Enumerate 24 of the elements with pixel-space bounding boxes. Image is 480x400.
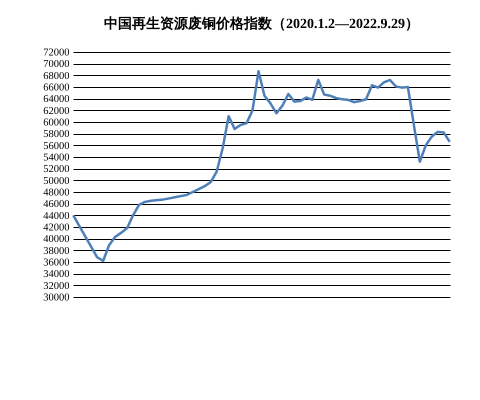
y-tick-label: 48000 (43, 188, 70, 198)
y-tick-label: 58000 (43, 129, 70, 140)
y-tick-label: 36000 (43, 258, 70, 268)
y-tick-label: 50000 (43, 176, 70, 187)
y-tick-label: 30000 (43, 292, 70, 304)
y-tick-label: 52000 (43, 164, 70, 176)
y-tick-label: 54000 (43, 152, 70, 164)
y-tick-label: 72000 (43, 48, 70, 58)
y-tick-label: 32000 (43, 280, 70, 292)
y-tick-label: 46000 (43, 199, 70, 210)
chart-title: 中国再生资源废铜价格指数（2020.1.2—2022.9.29） (104, 15, 419, 32)
y-tick-label: 34000 (43, 269, 70, 280)
y-tick-label: 70000 (43, 59, 70, 70)
line-series (72, 70, 451, 262)
y-tick-label: 60000 (43, 118, 70, 128)
y-tick-label: 66000 (43, 82, 70, 94)
y-tick-label: 64000 (43, 94, 70, 106)
y-tick-label: 62000 (43, 106, 70, 117)
y-tick-label: 68000 (43, 70, 70, 82)
y-tick-label: 40000 (43, 234, 70, 246)
y-tick-label: 56000 (43, 140, 70, 152)
y-tick-label: 44000 (43, 210, 70, 222)
y-tick-label: 42000 (43, 222, 70, 234)
y-tick-label: 38000 (43, 246, 70, 257)
